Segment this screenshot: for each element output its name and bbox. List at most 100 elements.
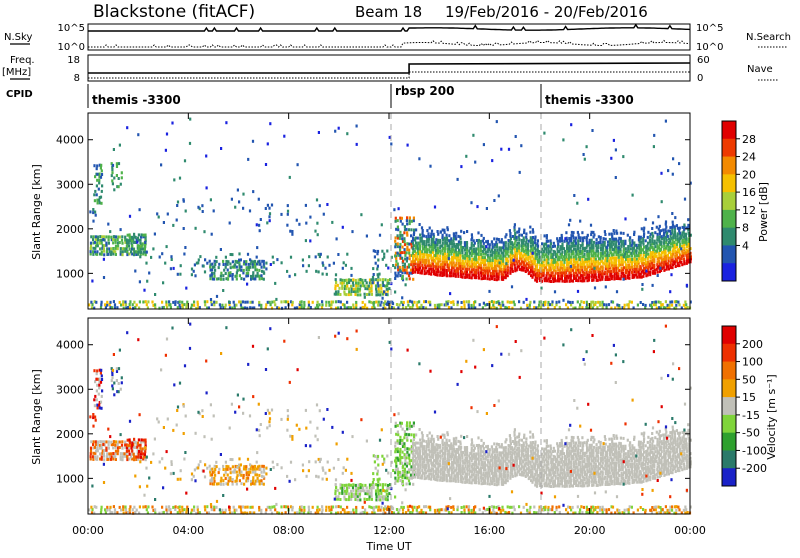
- power-cell: [573, 277, 575, 280]
- velocity-cell: [399, 442, 401, 445]
- velocity-cell: [442, 466, 444, 469]
- power-cell: [471, 249, 473, 252]
- velocity-cell: [137, 456, 139, 459]
- velocity-cell: [256, 461, 258, 464]
- velocity-cell: [430, 478, 432, 481]
- power-cell: [406, 246, 408, 249]
- velocity-cell: [412, 452, 414, 455]
- colorbar-tick-label: 8: [742, 222, 749, 235]
- velocity-cell: [642, 508, 644, 511]
- power-cell: [386, 288, 388, 291]
- velocity-cell: [370, 506, 372, 509]
- power-cell: [419, 248, 421, 251]
- power-cell: [134, 270, 136, 273]
- velocity-cell: [355, 484, 357, 487]
- power-cell: [552, 256, 554, 259]
- power-cell: [151, 301, 153, 304]
- power-cell: [613, 238, 615, 241]
- power-cell: [453, 256, 455, 259]
- velocity-cell: [221, 509, 223, 512]
- velocity-cell: [263, 483, 265, 486]
- power-cell: [532, 260, 534, 263]
- power-cell: [592, 301, 594, 304]
- power-cell: [531, 265, 533, 268]
- velocity-cell: [401, 501, 403, 504]
- power-cell: [636, 254, 638, 257]
- velocity-cell: [374, 455, 376, 458]
- power-cell: [287, 210, 289, 213]
- power-cell: [663, 237, 665, 240]
- power-cell: [613, 253, 615, 256]
- power-cell: [348, 287, 350, 290]
- freq-tick-bottom: 8: [74, 73, 80, 84]
- power-cell: [566, 280, 568, 283]
- power-cell: [656, 226, 658, 229]
- velocity-cell: [359, 493, 361, 496]
- power-cell: [165, 301, 167, 304]
- power-cell: [583, 253, 585, 256]
- power-cell: [197, 301, 199, 304]
- power-cell: [227, 269, 229, 272]
- power-cell: [606, 249, 608, 252]
- velocity-cell: [325, 509, 327, 512]
- velocity-cell: [415, 450, 417, 453]
- power-cell: [441, 303, 443, 306]
- velocity-cell: [434, 465, 436, 468]
- power-cell: [501, 238, 503, 241]
- velocity-cell: [397, 447, 399, 450]
- velocity-cell: [225, 471, 227, 474]
- power-cell: [466, 252, 468, 255]
- power-cell: [352, 278, 354, 281]
- power-cell: [417, 245, 419, 248]
- power-cell: [575, 237, 577, 240]
- power-cell: [397, 242, 399, 245]
- velocity-cell: [218, 482, 220, 485]
- velocity-cell: [94, 395, 96, 398]
- power-cell: [523, 244, 525, 247]
- velocity-cell: [416, 509, 418, 512]
- power-cell: [430, 243, 432, 246]
- power-cell: [640, 241, 642, 244]
- power-cell: [628, 274, 630, 277]
- power-cell: [599, 304, 601, 307]
- power-cell: [170, 267, 172, 270]
- velocity-cell: [100, 381, 102, 384]
- power-cell: [661, 264, 663, 267]
- velocity-cell: [322, 478, 324, 481]
- power-cell: [404, 240, 406, 243]
- velocity-cell: [368, 505, 370, 508]
- power-cell: [651, 227, 653, 230]
- velocity-cell: [105, 440, 107, 443]
- power-cell: [453, 303, 455, 306]
- velocity-cell: [92, 416, 94, 419]
- power-cell: [385, 264, 387, 267]
- power-cell: [408, 252, 410, 255]
- power-cell: [623, 278, 625, 281]
- power-cell: [670, 242, 672, 245]
- power-cell: [218, 277, 220, 280]
- power-cell: [579, 303, 581, 306]
- velocity-cell: [409, 425, 411, 428]
- velocity-cell: [124, 441, 126, 444]
- velocity-cell: [415, 442, 417, 445]
- power-cell: [160, 163, 162, 166]
- power-cell: [229, 271, 231, 274]
- velocity-cell: [351, 495, 353, 498]
- power-cell: [219, 303, 221, 306]
- velocity-cell: [493, 506, 495, 509]
- power-cell: [662, 229, 664, 232]
- power-cell: [622, 261, 624, 264]
- velocity-cell: [403, 442, 405, 445]
- power-cell: [285, 300, 287, 303]
- power-cell: [437, 230, 439, 233]
- power-cell: [608, 254, 610, 257]
- power-cell: [471, 252, 473, 255]
- power-cell: [225, 256, 227, 259]
- velocity-cell: [425, 448, 427, 451]
- velocity-cell: [377, 464, 379, 467]
- power-cell: [575, 269, 577, 272]
- velocity-cell: [258, 403, 260, 406]
- velocity-cell: [107, 458, 109, 461]
- power-cell: [234, 206, 236, 209]
- power-cell: [144, 245, 146, 248]
